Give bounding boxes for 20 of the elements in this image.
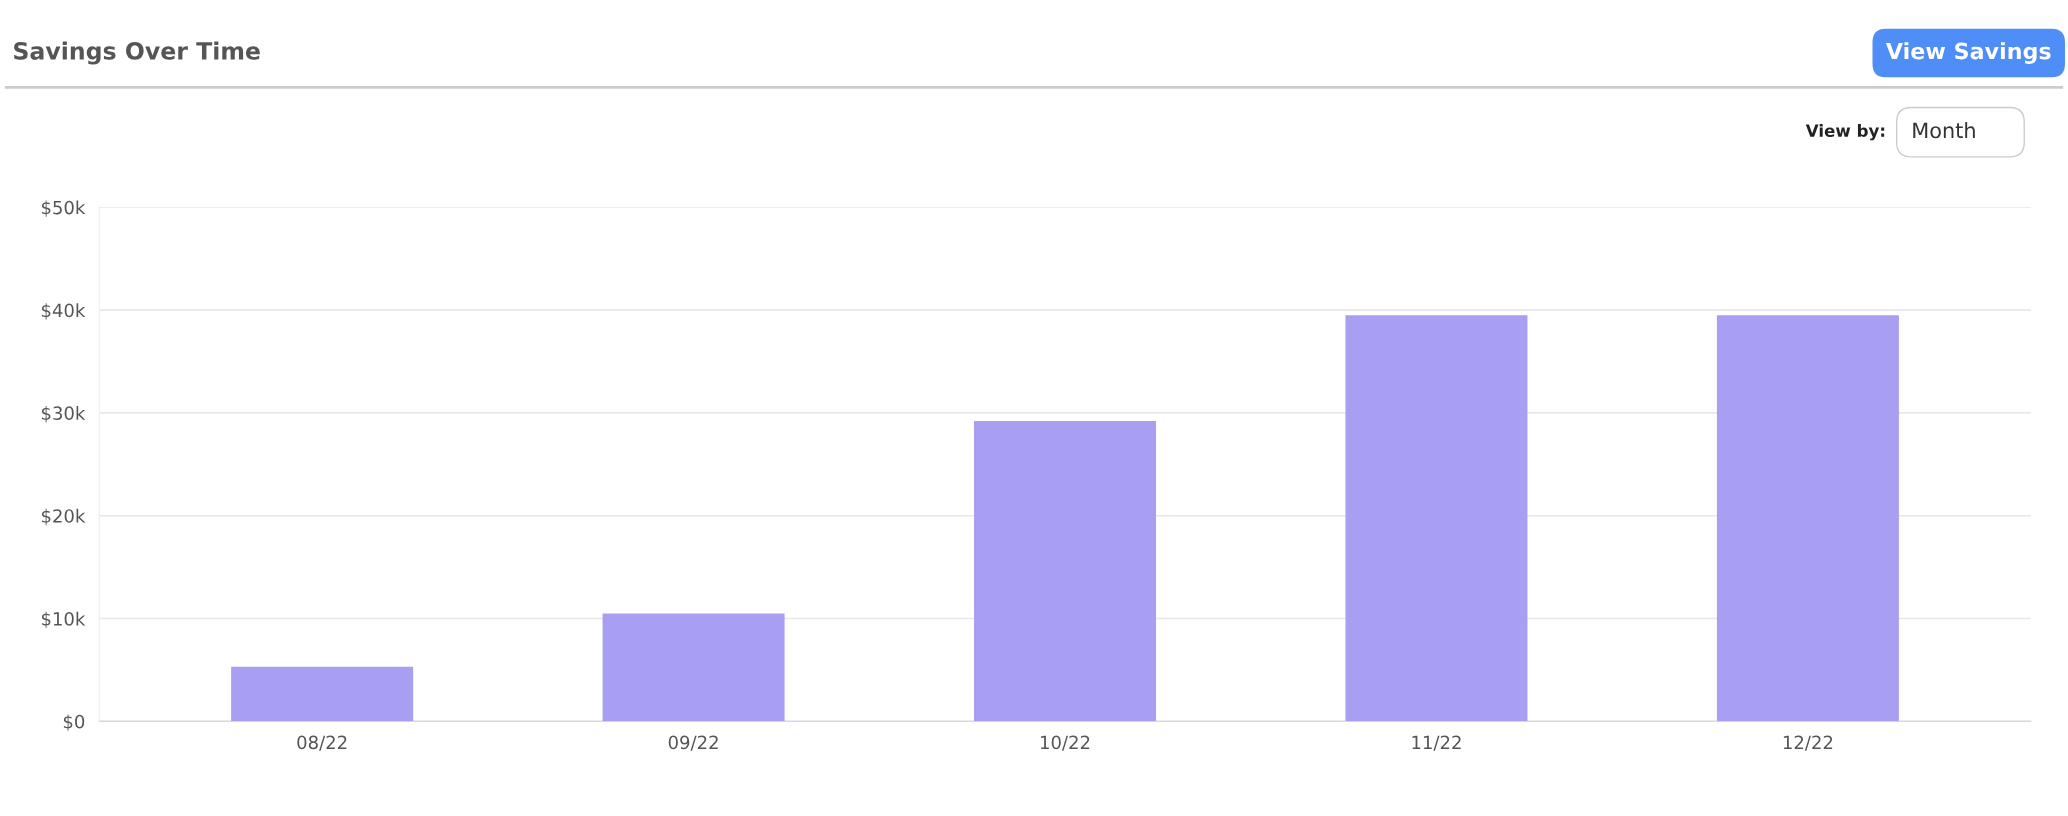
y-tick-label: $10k — [41, 611, 86, 629]
x-tick-label: 09/22 — [668, 735, 718, 751]
y-tick-label: $20k — [41, 508, 86, 526]
text: View Savings — [1885, 42, 2051, 64]
chart-title: Savings Over Time — [14, 41, 260, 65]
x-tick-label: 08/22 — [297, 735, 347, 751]
bar — [1716, 315, 1899, 722]
x-tick-label: 10/22 — [1040, 735, 1090, 751]
text: View by: — [1805, 124, 1885, 141]
y-tick-label: $50k — [41, 200, 86, 217]
bar — [602, 613, 785, 722]
y-tick-label: $0 — [63, 714, 85, 731]
bar — [231, 666, 414, 722]
y-tick-label: $40k — [41, 303, 86, 320]
x-tick-label: 12/22 — [1783, 735, 1833, 751]
bar — [1345, 315, 1528, 722]
text: Month — [1913, 122, 1975, 139]
x-tick-label: 11/22 — [1412, 735, 1461, 751]
y-tick-label: $30k — [41, 406, 86, 423]
bar — [974, 421, 1157, 722]
